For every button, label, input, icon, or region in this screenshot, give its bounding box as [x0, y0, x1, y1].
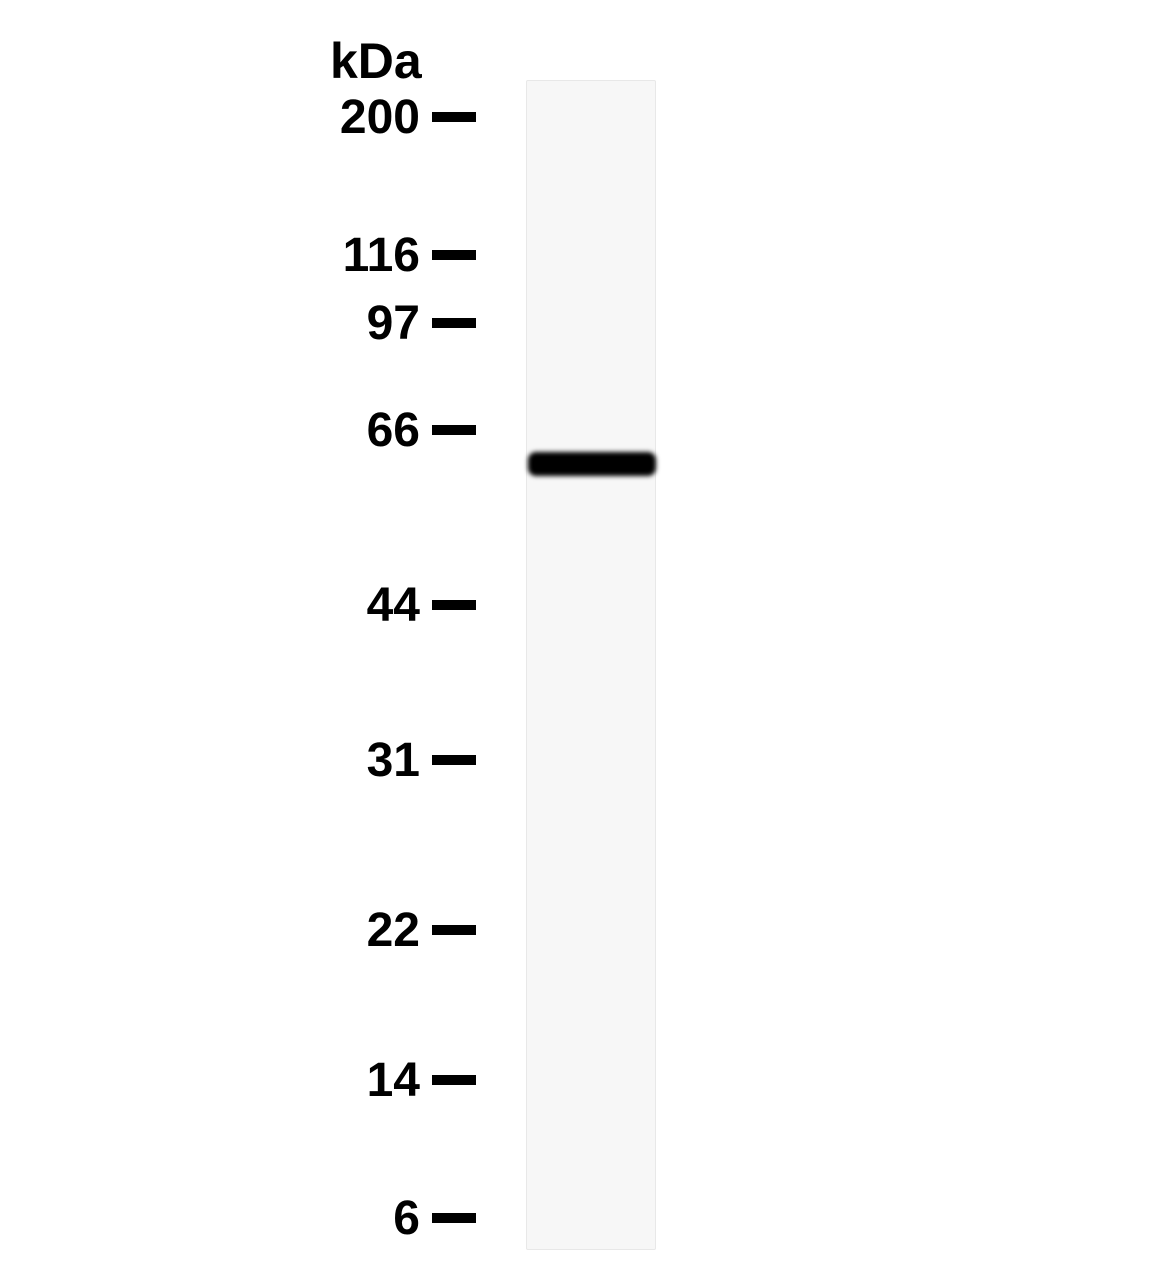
mw-marker-tick — [432, 925, 476, 935]
mw-marker-label: 66 — [0, 403, 420, 458]
mw-marker-tick — [432, 600, 476, 610]
mw-marker-14: 14 — [0, 1056, 476, 1104]
axis-title-kda: kDa — [330, 32, 422, 90]
mw-marker-66: 66 — [0, 406, 476, 454]
mw-marker-22: 22 — [0, 906, 476, 954]
mw-marker-label: 6 — [0, 1191, 420, 1246]
protein-band-1 — [528, 452, 656, 476]
mw-marker-tick — [432, 250, 476, 260]
mw-marker-tick — [432, 425, 476, 435]
mw-marker-label: 31 — [0, 733, 420, 788]
mw-marker-97: 97 — [0, 299, 476, 347]
mw-marker-label: 97 — [0, 296, 420, 351]
mw-marker-6: 6 — [0, 1194, 476, 1242]
western-blot-figure: kDa 200 116 97 66 44 31 22 14 6 — [0, 0, 1152, 1280]
mw-marker-31: 31 — [0, 736, 476, 784]
mw-marker-44: 44 — [0, 581, 476, 629]
mw-marker-116: 116 — [0, 231, 476, 279]
mw-marker-label: 44 — [0, 578, 420, 633]
mw-marker-label: 200 — [0, 90, 420, 145]
mw-marker-tick — [432, 318, 476, 328]
mw-marker-200: 200 — [0, 93, 476, 141]
mw-marker-label: 14 — [0, 1053, 420, 1108]
mw-marker-tick — [432, 112, 476, 122]
mw-marker-tick — [432, 1213, 476, 1223]
mw-marker-label: 116 — [0, 228, 420, 283]
mw-marker-tick — [432, 755, 476, 765]
gel-lane-1 — [526, 80, 656, 1250]
mw-marker-label: 22 — [0, 903, 420, 958]
mw-marker-tick — [432, 1075, 476, 1085]
